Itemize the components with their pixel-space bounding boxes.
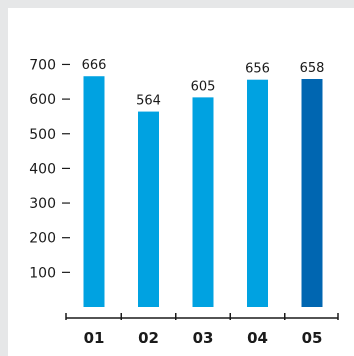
y-axis: 100 200 300 400 500 600 700: [29, 57, 70, 281]
data-labels: 666 564 605 656 658: [82, 58, 325, 108]
data-label-04: 656: [245, 62, 270, 77]
y-tick-label: 100: [29, 265, 56, 281]
chart-panel: [8, 8, 354, 356]
bar-04: [247, 79, 268, 307]
x-tick-label-01: 01: [84, 329, 105, 347]
y-tick-label: 300: [29, 196, 56, 212]
bars: [83, 76, 323, 308]
data-label-03: 605: [191, 79, 216, 94]
bar-02: [138, 111, 159, 307]
data-label-05: 658: [300, 61, 325, 76]
y-tick-label: 500: [29, 127, 56, 143]
x-tick-label-03: 03: [193, 329, 214, 347]
data-label-01: 666: [82, 58, 107, 73]
x-tick-label-04: 04: [247, 329, 268, 347]
data-label-02: 564: [136, 94, 161, 109]
x-tick-label-02: 02: [138, 329, 159, 347]
y-tick-label: 700: [29, 57, 56, 73]
y-tick-label: 400: [29, 161, 56, 177]
y-tick-label: 200: [29, 231, 56, 247]
bar-01: [83, 76, 105, 307]
x-tick-label-05: 05: [302, 329, 323, 347]
x-axis: 01 02 03 04 05: [65, 313, 339, 347]
bar-03: [192, 97, 214, 308]
bar-05: [301, 79, 323, 308]
y-tick-label: 600: [29, 92, 56, 108]
